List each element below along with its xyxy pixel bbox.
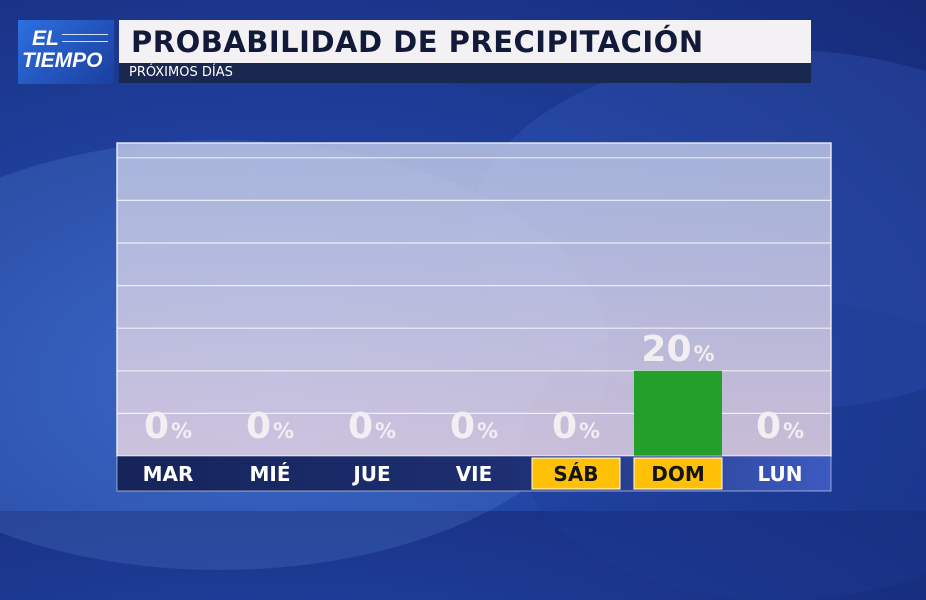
logo-line-2: TIEMPO <box>22 49 103 72</box>
page-title: PROBABILIDAD DE PRECIPITACIÓN <box>131 25 704 59</box>
value-label-jue: 0% <box>348 406 396 447</box>
bars: 0% 0% 0% 0% 0% 20% 0% <box>144 329 804 456</box>
day-label-mié: MIÉ <box>249 462 290 486</box>
value-label-sáb: 0% <box>552 406 600 447</box>
value-label-vie: 0% <box>450 406 498 447</box>
day-label-dom: DOM <box>651 462 705 486</box>
day-label-mar: MAR <box>143 462 194 486</box>
value-label-dom: 20% <box>641 329 714 370</box>
day-labels: MAR MIÉ JUE VIE SÁB DOM LUN <box>143 457 803 490</box>
logo-line-1: EL <box>32 27 59 50</box>
subtitle-banner: PRÓXIMOS DÍAS <box>119 63 811 83</box>
title-banner: PROBABILIDAD DE PRECIPITACIÓN <box>119 20 811 63</box>
day-highlight-sáb <box>531 457 621 490</box>
day-label-vie: VIE <box>456 462 493 486</box>
day-label-lun: LUN <box>757 462 802 486</box>
page-subtitle: PRÓXIMOS DÍAS <box>129 65 233 80</box>
day-label-sáb: SÁB <box>553 462 598 486</box>
value-label-mar: 0% <box>144 406 192 447</box>
day-highlight-dom <box>633 457 723 490</box>
logo-lines <box>62 34 108 42</box>
precipitation-chart: 0% 0% 0% 0% 0% 20% 0% MAR MIÉ JUE VIE SÁB DOM LUN <box>116 142 832 492</box>
value-label-mié: 0% <box>246 406 294 447</box>
bar-dom <box>634 370 722 456</box>
value-label-lun: 0% <box>756 406 804 447</box>
el-tiempo-logo: EL TIEMPO <box>18 20 114 84</box>
day-label-jue: JUE <box>351 462 390 486</box>
